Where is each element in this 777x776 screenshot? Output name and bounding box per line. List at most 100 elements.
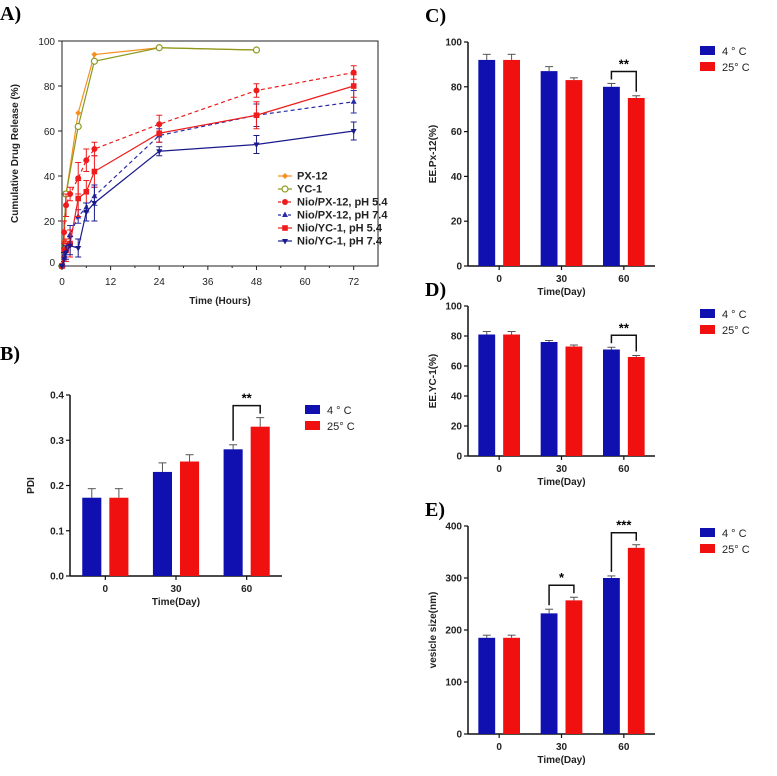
- bar-25c-day-0: [503, 59, 520, 266]
- legend-swatch: [700, 46, 715, 55]
- bar-25c-day-30: [565, 80, 583, 266]
- bar-4c-day-0: [478, 334, 496, 456]
- x-tick-label: 0: [59, 277, 65, 288]
- bar-25c-day-0: [503, 334, 520, 456]
- marker-triangle: [282, 211, 288, 217]
- x-tick-label: 72: [348, 277, 360, 288]
- y-tick-label: 20: [44, 217, 56, 228]
- significance-label: ***: [616, 518, 632, 533]
- y-tick-label: 100: [445, 678, 462, 689]
- legend-swatch: [700, 325, 715, 334]
- legend-swatch: [700, 62, 715, 71]
- marker-square: [350, 83, 357, 89]
- y-tick-label: 0: [49, 258, 55, 269]
- y-tick-label: 60: [451, 362, 463, 373]
- legend-label: 25° C: [327, 421, 355, 433]
- marker-square: [91, 168, 98, 175]
- y-tick-label: 40: [451, 392, 463, 403]
- y-axis-label: PDI: [26, 477, 37, 494]
- legend-label: Nio/PX-12, pH 7.4: [297, 210, 388, 222]
- significance-bracket: [610, 70, 637, 92]
- legend-item: Nio/YC-1, pH 7.4: [278, 236, 383, 248]
- marker-circle: [75, 175, 82, 182]
- x-axis-label: Time(Day): [537, 755, 585, 766]
- panel-b: B) 0.0 0.1 0.2 0.3 0.4 0 30 60 ** Time(Day) PDI 4 ° …: [0, 343, 355, 608]
- legend-label: Nio/PX-12, pH 5.4: [297, 197, 388, 209]
- y-tick-label: 400: [445, 522, 462, 533]
- marker-circle: [282, 199, 288, 205]
- panel-label: C): [425, 5, 446, 27]
- x-tick-label: 0: [496, 274, 502, 285]
- series-line: [61, 47, 257, 267]
- plot-frame: [61, 40, 379, 267]
- marker-circle: [350, 69, 357, 76]
- legend-swatch: [305, 421, 320, 430]
- y-tick-label: 0.3: [50, 436, 64, 447]
- y-tick-label: 300: [445, 574, 462, 585]
- y-tick-label: 0.1: [50, 526, 64, 537]
- x-axis-label: Time(Day): [537, 287, 585, 298]
- marker-circle: [63, 202, 70, 209]
- marker-square: [282, 225, 288, 231]
- marker-diamond: [91, 51, 98, 58]
- bar-25c-day-0: [109, 497, 129, 576]
- panel-c: C) 0 20 40 60 80 100 0 30 60 ** Time(Day) EE.Px-12(%…: [425, 5, 750, 298]
- legend-item: PX-12: [278, 171, 328, 183]
- x-tick-label: 60: [241, 584, 253, 595]
- significance-label: **: [619, 320, 630, 335]
- series-line: [61, 130, 354, 267]
- legend-item: YC-1: [278, 184, 322, 196]
- bar-4c-day-30: [152, 471, 172, 576]
- x-tick-label: 30: [556, 274, 568, 285]
- marker-open-circle: [74, 122, 82, 131]
- legend-label: PX-12: [297, 171, 328, 183]
- x-tick-label: 0: [496, 464, 502, 475]
- panel-label: D): [425, 279, 446, 301]
- legend-swatch: [700, 528, 715, 537]
- marker-triangle-down: [61, 257, 68, 263]
- legend-swatch: [305, 405, 320, 414]
- panel-a: A) 0 20 40 60 80 100 0 12 24 36 48 60 72 Time (Hours) C…: [0, 3, 388, 307]
- bar-4c-day-0: [82, 497, 102, 576]
- legend-label: 25° C: [722, 325, 750, 337]
- significance-label: **: [242, 391, 253, 406]
- y-tick-label: 0: [456, 730, 462, 741]
- x-tick-label: 0: [103, 584, 109, 595]
- marker-square: [83, 188, 90, 195]
- panel-label: B): [0, 343, 20, 365]
- marker-open-circle: [281, 185, 289, 193]
- marker-triangle-down: [350, 129, 357, 135]
- x-axis-label: Time(Day): [537, 477, 585, 488]
- significance-bracket: [610, 334, 637, 352]
- bar-4c-day-0: [478, 59, 496, 266]
- y-tick-label: 0: [456, 262, 462, 273]
- marker-triangle-down: [91, 201, 98, 207]
- significance-bracket: [610, 531, 637, 572]
- legend-label: 4 ° C: [722, 528, 747, 540]
- x-tick-label: 30: [170, 584, 182, 595]
- panel-e: E) 0 100 200 300 400 0 30 * 60 *** Time(Day) vesicle…: [425, 499, 750, 766]
- legend-label: YC-1: [297, 184, 322, 196]
- bar-25c-day-30: [565, 600, 583, 734]
- bar-25c-day-60: [250, 426, 270, 576]
- marker-open-circle: [155, 44, 163, 52]
- legend-item: Nio/PX-12, pH 7.4: [278, 210, 388, 222]
- y-tick-label: 0.2: [50, 481, 64, 492]
- y-tick-label: 80: [451, 332, 463, 343]
- bar-4c-day-60: [603, 349, 620, 456]
- series-line: [61, 47, 257, 267]
- marker-triangle-down: [59, 264, 65, 270]
- bar-25c-day-60: [627, 357, 645, 456]
- x-tick-label: 30: [556, 464, 568, 475]
- marker-triangle-down: [63, 250, 70, 256]
- marker-triangle-down: [253, 142, 260, 148]
- significance-label: *: [559, 570, 565, 585]
- bar-25c-day-30: [180, 461, 200, 576]
- y-axis-label: Cumulative Drug Release (%): [10, 84, 21, 223]
- marker-triangle-down: [67, 243, 74, 250]
- y-axis-label: EE.Px-12(%): [428, 125, 439, 183]
- y-tick-label: 40: [44, 172, 56, 183]
- marker-circle: [91, 146, 98, 152]
- marker-circle: [61, 229, 68, 236]
